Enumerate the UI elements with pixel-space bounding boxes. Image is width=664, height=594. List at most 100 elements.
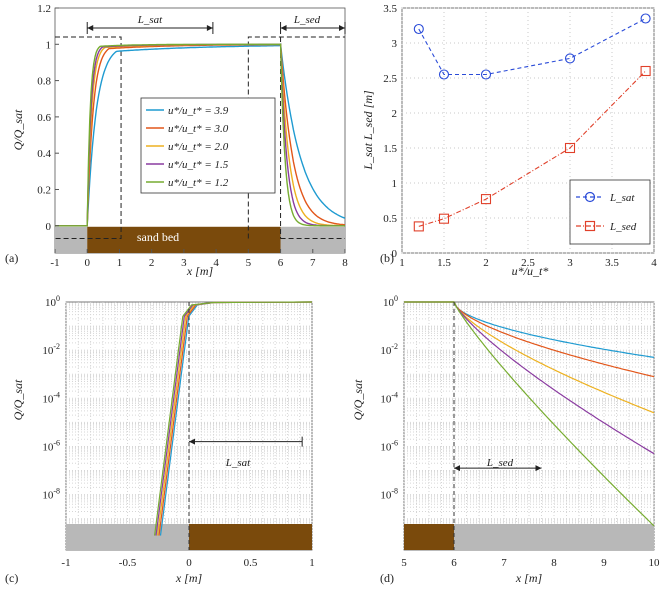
- x-tick-label: 6: [278, 257, 284, 269]
- x-tick-label: 8: [551, 557, 557, 569]
- x-tick-label: 4: [651, 257, 657, 269]
- y-tick-label: 1.5: [383, 143, 397, 155]
- data-point: [640, 65, 651, 77]
- lsed-annotation: L_sed: [293, 14, 321, 26]
- panel-a-legend: u*/u_t* = 3.9 u*/u_t* = 3.0 u*/u_t* = 2.…: [140, 97, 276, 194]
- x-tick-label: 3: [181, 257, 187, 269]
- x-tick-label: -1: [50, 257, 59, 269]
- sand-bed-block: [189, 524, 312, 550]
- y-tick-label: 1.2: [37, 3, 51, 15]
- x-tick-label: 0: [84, 257, 90, 269]
- panel-c-ylabel: Q/Q_sat: [11, 379, 25, 420]
- x-tick-label: 0: [186, 557, 192, 569]
- y-tick-label: 10-2: [42, 342, 60, 357]
- lsed-arrow-head-right: [339, 25, 345, 31]
- y-tick-label: 10-4: [380, 390, 398, 405]
- panel-b-ticks: 1 1.5 2 2.5 3 3.5 4 0 0.5 1 1.5 2 2.5 3 3.5: [383, 3, 657, 269]
- y-tick-label: 10-6: [42, 438, 60, 453]
- y-tick-label: 0.8: [37, 76, 51, 88]
- ground-left: [55, 226, 88, 253]
- x-tick-label: 2.5: [521, 257, 535, 269]
- x-tick-label: 1: [117, 257, 123, 269]
- x-tick-label: 1: [399, 257, 405, 269]
- sand-bed: [87, 226, 281, 253]
- sand-bed-block: [404, 524, 454, 550]
- y-tick-label: 100: [45, 294, 60, 309]
- lsat-annotation: L_sat: [137, 14, 163, 26]
- panel-b-tag: (b): [380, 251, 394, 265]
- legend-marker-circle: [584, 191, 596, 203]
- panel-b-legend: L_sat L_sed: [569, 179, 651, 245]
- series-line: [404, 301, 655, 414]
- data-point: [564, 142, 576, 154]
- lsat-dashed-box: [55, 36, 122, 239]
- y-tick-label: 10-8: [42, 487, 60, 502]
- x-tick-label: 3.5: [605, 257, 619, 269]
- x-tick-label: 4: [213, 257, 219, 269]
- ground-right: [280, 226, 345, 253]
- x-tick-label: 5: [246, 257, 252, 269]
- panel-c-xlabel: x [m]: [175, 571, 203, 585]
- series-line: [404, 301, 655, 527]
- x-tick-label: -1: [61, 557, 70, 569]
- panel-b-series: [413, 13, 651, 232]
- legend-label: u*/u_t* = 3.9: [168, 105, 229, 117]
- series-line: [404, 301, 655, 358]
- legend-label: u*/u_t* = 1.5: [168, 159, 229, 171]
- legend-label: u*/u_t* = 1.2: [168, 177, 229, 189]
- x-tick-label: 7: [501, 557, 507, 569]
- x-tick-label: 10: [649, 557, 661, 569]
- x-tick-label: -0.5: [119, 557, 137, 569]
- series-line: [155, 301, 313, 536]
- panel-d-grid: [403, 302, 655, 550]
- x-tick-label: 9: [601, 557, 607, 569]
- panel-d-tag: (d): [380, 571, 394, 585]
- x-tick-label: 2: [483, 257, 489, 269]
- panel-c-tag: (c): [5, 571, 18, 585]
- panel-b-xlabel: u*/u_t*: [512, 264, 549, 278]
- y-tick-label: 100: [383, 294, 398, 309]
- lsed-arrow-head-left: [280, 25, 287, 31]
- legend-label: L_sat: [609, 192, 635, 204]
- x-tick-label: 3: [567, 257, 573, 269]
- x-tick-label: 7: [310, 257, 316, 269]
- y-tick-label: 0.4: [37, 148, 51, 160]
- data-point: [413, 221, 424, 232]
- lsed-arrow-head: [454, 465, 460, 472]
- ground-block: [454, 524, 654, 550]
- panel-a-ylabel: Q/Q_sat: [11, 109, 25, 150]
- y-tick-label: 10-6: [380, 438, 398, 453]
- panel-d-xlabel: x [m]: [515, 571, 543, 585]
- y-tick-label: 1: [392, 178, 398, 190]
- series-line: [55, 43, 345, 227]
- legend-label: L_sed: [609, 221, 637, 233]
- series-line: [154, 301, 313, 536]
- y-tick-label: 2: [392, 108, 398, 120]
- panel-c-series: [154, 301, 313, 550]
- data-point: [480, 194, 492, 205]
- lsed-annotation-d: L_sed: [486, 457, 514, 469]
- x-tick-label: 5: [401, 557, 407, 569]
- panel-b-ylabel: L_sat L_sed [m]: [361, 90, 375, 171]
- panel-b: 1 1.5 2 2.5 3 3.5 4 0 0.5 1 1.5 2 2.5 3 3.5 u*/u_t* L_…: [361, 3, 657, 278]
- legend-label: u*/u_t* = 2.0: [168, 141, 229, 153]
- series-line: [404, 301, 655, 378]
- y-tick-label: 3: [392, 38, 398, 50]
- x-tick-label: 2: [149, 257, 155, 269]
- y-tick-label: 0: [46, 221, 52, 233]
- panel-a-xlabel: x [m]: [186, 264, 214, 278]
- lsat-annotation-c: L_sat: [225, 457, 251, 469]
- data-point: [480, 69, 492, 80]
- y-tick-label: 0: [392, 248, 398, 260]
- y-tick-label: 1: [46, 39, 52, 51]
- panel-a-ticks: -1 0 1 2 3 4 5 6 7 8 0 0.2 0.4 0.6 0.8 1 1.2: [37, 3, 348, 269]
- lsat-arrow-head: [189, 438, 195, 445]
- lsat-arrow-head-left: [87, 25, 94, 31]
- y-tick-label: 0.5: [383, 213, 397, 225]
- y-tick-label: 10-8: [380, 487, 398, 502]
- panel-a-tag: (a): [5, 251, 18, 265]
- sand-bed-label: sand bed: [137, 230, 179, 244]
- x-tick-label: 6: [451, 557, 457, 569]
- x-tick-label: 1: [309, 557, 315, 569]
- data-point: [564, 53, 576, 64]
